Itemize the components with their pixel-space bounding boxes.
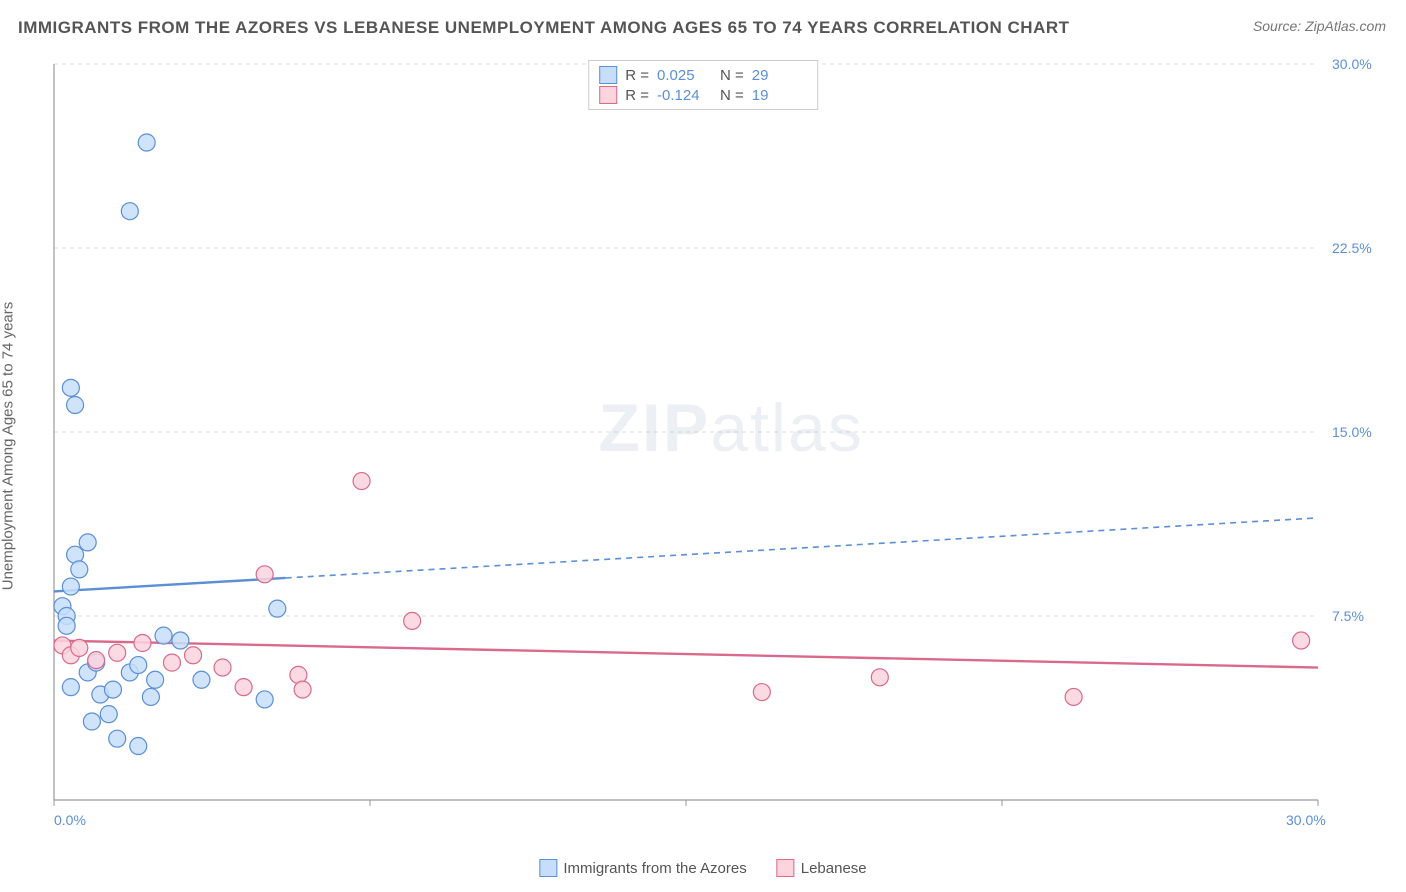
x-tick-label: 0.0% xyxy=(54,812,86,828)
y-tick-label: 22.5% xyxy=(1332,240,1378,256)
n-label: N = xyxy=(720,67,744,84)
n-value-azores: 29 xyxy=(752,67,807,84)
swatch-azores xyxy=(599,66,617,84)
swatch-lebanese xyxy=(599,86,617,104)
legend-item-azores: Immigrants from the Azores xyxy=(539,859,746,877)
y-tick-label: 15.0% xyxy=(1332,424,1378,440)
chart-container: IMMIGRANTS FROM THE AZORES VS LEBANESE U… xyxy=(0,0,1406,892)
y-axis-label: Unemployment Among Ages 65 to 74 years xyxy=(0,302,17,591)
legend-label-azores: Immigrants from the Azores xyxy=(563,860,746,877)
source-attribution: Source: ZipAtlas.com xyxy=(1253,18,1386,34)
series-legend: Immigrants from the Azores Lebanese xyxy=(539,859,866,877)
legend-row-lebanese: R = -0.124 N = 19 xyxy=(599,85,807,105)
x-tick-label: 30.0% xyxy=(1286,812,1326,828)
n-label: N = xyxy=(720,87,744,104)
scatter-plot-svg xyxy=(48,50,1388,840)
swatch-lebanese-bottom xyxy=(777,859,795,877)
legend-item-lebanese: Lebanese xyxy=(777,859,867,877)
correlation-legend: R = 0.025 N = 29 R = -0.124 N = 19 xyxy=(588,60,818,110)
swatch-azores-bottom xyxy=(539,859,557,877)
r-value-azores: 0.025 xyxy=(657,67,712,84)
chart-title: IMMIGRANTS FROM THE AZORES VS LEBANESE U… xyxy=(18,18,1070,38)
legend-label-lebanese: Lebanese xyxy=(801,860,867,877)
r-label: R = xyxy=(625,67,649,84)
r-value-lebanese: -0.124 xyxy=(657,87,712,104)
n-value-lebanese: 19 xyxy=(752,87,807,104)
r-label: R = xyxy=(625,87,649,104)
legend-row-azores: R = 0.025 N = 29 xyxy=(599,65,807,85)
y-tick-label: 7.5% xyxy=(1332,608,1378,624)
y-tick-label: 30.0% xyxy=(1332,56,1378,72)
